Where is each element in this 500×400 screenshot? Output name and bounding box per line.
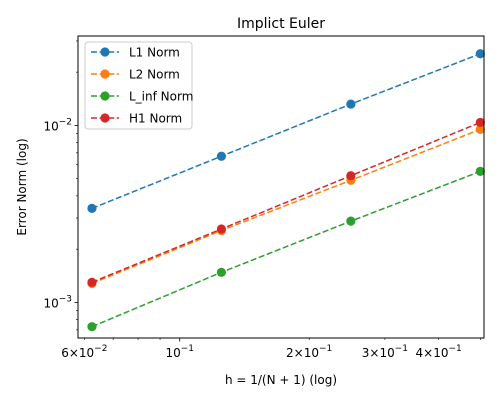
series-l-inf-norm — [87, 166, 485, 332]
legend-marker — [100, 91, 110, 101]
series-line — [91, 121, 481, 283]
legend-item: L1 Norm — [91, 46, 180, 60]
data-point — [475, 124, 485, 134]
x-tick-label-exponent: −1 — [181, 344, 194, 354]
data-point — [87, 322, 97, 332]
y-axis-label: Error Norm (log) — [15, 138, 29, 235]
axes-frame — [77, 35, 485, 339]
x-minor-tick-label-times: × — [369, 346, 379, 360]
data-point — [346, 99, 356, 109]
data-point — [346, 216, 356, 226]
x-minor-tick-label-exponent: −1 — [319, 344, 332, 354]
series-l2-norm — [87, 124, 485, 289]
y-tick-label-base: 10 — [43, 119, 58, 133]
x-minor-tick-label: 4×10−1 — [415, 344, 461, 360]
x-tick-label: 10−1 — [165, 344, 194, 360]
x-minor-tick-label-mantissa: 3 — [362, 346, 370, 360]
series-line — [91, 170, 481, 328]
x-minor-tick-label-mantissa: 2 — [286, 346, 294, 360]
legend: L1 Norm L2 Norm L_inf Norm H1 Norm — [84, 41, 193, 130]
x-minor-tick-label: 6×10−2 — [61, 344, 107, 360]
y-tick-label-base: 10 — [43, 296, 58, 310]
data-point — [346, 171, 356, 181]
x-minor-tick-label: 2×10−1 — [286, 344, 332, 360]
data-point — [216, 224, 227, 234]
legend-label: L_inf Norm — [129, 90, 193, 104]
legend-marker — [100, 47, 110, 57]
data-point — [87, 203, 97, 213]
data-point — [216, 151, 227, 161]
x-minor-tick-label-base: 10 — [304, 346, 319, 360]
data-point — [475, 117, 485, 128]
data-point — [475, 166, 485, 176]
x-minor-tick-label-times: × — [423, 346, 433, 360]
x-tick-label-base: 10 — [165, 346, 180, 360]
x-minor-tick-label-base: 10 — [379, 346, 394, 360]
y-tick-label-exponent: −3 — [59, 294, 72, 304]
x-minor-tick-label-exponent: −1 — [448, 344, 461, 354]
x-minor-tick-label-times: × — [69, 346, 79, 360]
data-point — [216, 267, 227, 277]
x-minor-tick-label-mantissa: 4 — [415, 346, 423, 360]
chart-title: Implict Euler — [237, 16, 325, 32]
legend-marker — [100, 69, 110, 79]
x-minor-tick-label-base: 10 — [79, 346, 94, 360]
series-line — [91, 128, 481, 285]
y-tick-label-exponent: −2 — [59, 117, 72, 127]
x-minor-tick-label-mantissa: 6 — [61, 346, 69, 360]
legend-item: H1 Norm — [91, 112, 182, 126]
data-point — [475, 49, 485, 59]
x-minor-tick-label-exponent: −1 — [395, 344, 408, 354]
x-axis: 10−16×10−2 2×10−1 3×10−1 4×10−1 — [61, 338, 481, 360]
legend-marker — [100, 113, 110, 123]
y-axis: 10−310−2 — [43, 40, 78, 331]
series-h1-norm — [87, 117, 485, 287]
x-minor-tick-label: 3×10−1 — [362, 344, 408, 360]
x-minor-tick-label-times: × — [294, 346, 304, 360]
plot-area — [87, 49, 485, 332]
legend-label: L2 Norm — [129, 68, 180, 82]
y-tick-label: 10−2 — [43, 117, 72, 133]
legend-item: L2 Norm — [91, 68, 180, 82]
series-line — [91, 53, 481, 210]
series-l1-norm — [87, 49, 485, 213]
legend-item: L_inf Norm — [91, 90, 193, 104]
legend-box — [84, 41, 193, 130]
legend-label: L1 Norm — [129, 46, 180, 60]
legend-label: H1 Norm — [129, 112, 182, 126]
y-tick-label: 10−3 — [43, 294, 72, 310]
x-axis-label: h = 1/(N + 1) (log) — [225, 373, 337, 387]
x-minor-tick-label-base: 10 — [433, 346, 448, 360]
x-minor-tick-label-exponent: −2 — [94, 344, 107, 354]
data-point — [87, 277, 97, 287]
